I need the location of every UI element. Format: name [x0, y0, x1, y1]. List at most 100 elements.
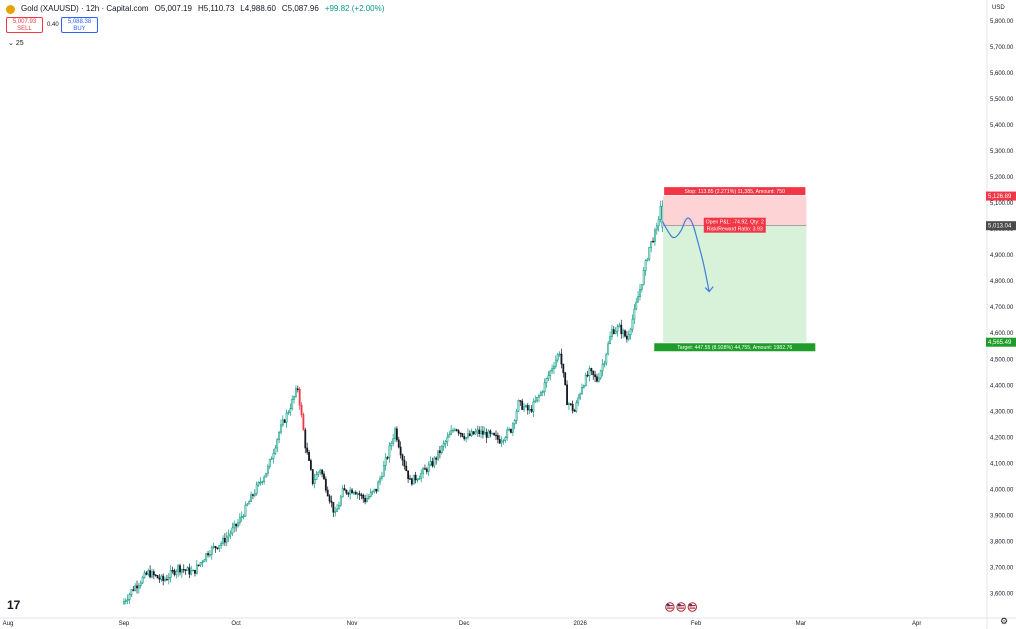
price-tick-label: 5,300.00 — [990, 149, 1014, 155]
candle-body — [392, 438, 395, 444]
candle-body — [123, 601, 125, 605]
candle-body — [283, 419, 286, 423]
take-profit-zone[interactable] — [663, 225, 807, 343]
candle-body — [455, 429, 458, 431]
candle-body — [420, 473, 423, 479]
indicator-toggle[interactable]: ⌄ 25 — [8, 40, 24, 47]
candle-body — [629, 328, 632, 336]
candle-body — [571, 403, 574, 411]
candle-body — [513, 420, 516, 425]
candle-body — [521, 400, 524, 410]
candle-body — [525, 405, 527, 408]
candle-body — [427, 464, 430, 472]
time-tick-label: Sep — [119, 621, 130, 627]
settings-gear-icon[interactable]: ⚙ — [1000, 616, 1009, 626]
candle-body — [351, 489, 353, 494]
candle-body — [182, 568, 185, 571]
target-price-badge: 4,565.49 — [988, 340, 1012, 346]
price-tick-label: 4,200.00 — [990, 435, 1014, 441]
candle-body — [364, 498, 367, 503]
candle-body — [347, 492, 350, 495]
candle-body — [631, 318, 634, 330]
candle-body — [184, 569, 187, 571]
price-tick-label: 4,400.00 — [990, 383, 1014, 389]
candle-body — [124, 600, 127, 602]
candle-body — [624, 330, 626, 337]
candle-body — [633, 308, 636, 320]
candle-body — [397, 439, 400, 448]
time-tick-label: Nov — [347, 621, 358, 627]
tradingview-logo-icon[interactable]: 17 — [7, 598, 21, 612]
sell-button[interactable]: 5,007.93 SELL — [6, 17, 43, 33]
candle-body — [453, 429, 456, 431]
candle-body — [566, 384, 568, 406]
last-candle-body — [661, 205, 664, 228]
pnl-label-bg[interactable] — [703, 217, 766, 233]
candle-body — [439, 450, 441, 453]
us-event-flag-canton — [689, 604, 692, 607]
price-tick-label: 4,000.00 — [990, 487, 1014, 493]
candle-body — [609, 336, 611, 345]
candle-body — [401, 454, 404, 461]
stop-label-bg[interactable] — [664, 187, 806, 196]
candle-body — [343, 488, 346, 491]
price-tick-label: 5,100.00 — [990, 201, 1014, 207]
candle-body — [386, 457, 389, 459]
candle-body — [147, 570, 150, 575]
candle-body — [637, 296, 639, 303]
candle-body — [199, 562, 202, 566]
candle-body — [461, 433, 464, 437]
high-value: H5,110.73 — [197, 4, 235, 13]
candle-body — [603, 362, 606, 365]
currency-label[interactable]: USD — [992, 5, 1005, 11]
sell-label: SELL — [17, 26, 32, 32]
price-tick-label: 5,700.00 — [990, 45, 1014, 51]
buy-button[interactable]: 5,088.38 BUY — [61, 17, 98, 33]
symbol-title[interactable]: Gold (XAUUSD) · 12h · Capital.com — [21, 4, 149, 13]
time-tick-label: 2026 — [573, 621, 587, 627]
candle-body — [210, 547, 213, 555]
candle-body — [384, 457, 387, 466]
candle-body — [156, 575, 159, 579]
candle-body — [500, 440, 503, 444]
candle-body — [353, 491, 355, 494]
candle-body — [652, 240, 654, 243]
us-event-flag-canton — [678, 604, 681, 607]
candle-body — [220, 542, 223, 546]
buy-price: 5,088.38 — [67, 19, 92, 25]
candle-body — [599, 370, 602, 379]
candle-body — [229, 532, 232, 536]
projection-path[interactable] — [661, 217, 710, 292]
candle-body — [278, 431, 281, 440]
candle-body — [399, 446, 402, 456]
candle-body — [149, 570, 151, 578]
candle-body — [266, 466, 269, 474]
candle-body — [244, 504, 247, 517]
candle-body — [489, 430, 492, 434]
candle-body — [306, 447, 309, 453]
candle-body — [639, 288, 641, 298]
price-tick-label: 4,300.00 — [990, 409, 1014, 415]
candle-body — [448, 434, 451, 438]
candle-body — [313, 479, 316, 484]
candle-body — [396, 428, 398, 441]
time-tick-label: Apr — [912, 621, 921, 627]
target-label-bg[interactable] — [654, 343, 816, 352]
candle-body — [530, 408, 533, 412]
candle-body — [627, 334, 630, 340]
time-tick-label: Dec — [459, 621, 470, 627]
candle-body — [657, 219, 660, 227]
candle-body — [143, 572, 146, 578]
price-tick-label: 4,600.00 — [990, 331, 1014, 337]
candle-body — [560, 353, 563, 365]
candle-body — [248, 501, 251, 505]
candle-body — [291, 399, 294, 410]
candle-body — [268, 459, 271, 468]
candle-body — [463, 436, 466, 440]
candle-body — [568, 403, 570, 406]
candle-body — [614, 330, 617, 334]
candle-body — [446, 436, 449, 442]
us-event-flag-stripe — [666, 607, 673, 609]
candle-body — [166, 579, 168, 581]
